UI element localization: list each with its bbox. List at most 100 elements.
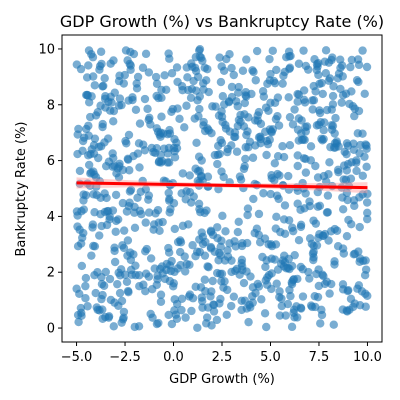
scatter-point — [305, 197, 314, 206]
scatter-point — [125, 59, 134, 69]
scatter-point — [218, 92, 228, 101]
scatter-point — [327, 105, 336, 114]
scatter-point — [213, 150, 223, 160]
scatter-point — [358, 190, 367, 199]
scatter-point — [146, 120, 155, 129]
scatter-point — [262, 150, 271, 160]
scatter-point — [231, 242, 240, 251]
scatter-point — [328, 121, 338, 131]
scatter-point — [106, 59, 115, 68]
scatter-point — [88, 72, 98, 81]
scatter-point — [119, 226, 129, 235]
scatter-point — [269, 76, 279, 86]
scatter-point — [278, 142, 287, 151]
scatter-point — [130, 223, 140, 233]
scatter-point — [267, 254, 276, 263]
scatter-point — [244, 113, 253, 122]
scatter-point — [294, 236, 304, 245]
scatter-point — [191, 282, 200, 292]
scatter-point — [347, 87, 356, 96]
scatter-point — [160, 71, 169, 80]
scatter-point — [293, 161, 302, 171]
scatter-point — [105, 274, 115, 284]
scatter-point — [169, 279, 179, 288]
scatter-point — [300, 98, 310, 107]
scatter-point — [272, 279, 281, 288]
scatter-point — [158, 217, 167, 227]
scatter-point — [271, 240, 281, 249]
scatter-point — [235, 270, 244, 279]
scatter-point — [346, 294, 356, 304]
scatter-point — [84, 131, 93, 140]
scatter-point — [206, 244, 216, 253]
scatter-point — [141, 286, 150, 296]
scatter-point — [223, 147, 232, 157]
scatter-point — [175, 114, 184, 124]
scatter-point — [217, 62, 226, 71]
scatter-point — [223, 285, 232, 295]
scatter-point — [347, 55, 357, 65]
scatter-point — [129, 49, 139, 59]
scatter-point — [185, 260, 194, 269]
scatter-point — [352, 76, 362, 85]
scatter-point — [204, 126, 213, 135]
scatter-point — [305, 234, 315, 243]
scatter-point — [130, 208, 139, 217]
scatter-point — [216, 77, 226, 87]
scatter-point — [200, 275, 209, 284]
scatter-point — [266, 189, 275, 199]
scatter-point — [319, 231, 328, 241]
scatter-point — [146, 254, 156, 263]
scatter-point — [104, 157, 114, 166]
scatter-point — [296, 304, 306, 313]
scatter-point — [186, 93, 196, 103]
scatter-point — [141, 185, 151, 194]
scatter-point — [271, 114, 281, 124]
scatter-point — [157, 93, 166, 103]
scatter-point — [299, 86, 309, 95]
scatter-point — [103, 134, 113, 143]
scatter-point — [200, 63, 209, 72]
scatter-point — [219, 172, 228, 182]
x-axis-label: GDP Growth (%) — [169, 372, 275, 387]
scatter-point — [254, 209, 264, 219]
scatter-point — [151, 72, 161, 82]
scatter-point — [306, 142, 316, 151]
scatter-point — [238, 66, 248, 75]
scatter-point — [84, 121, 93, 130]
scatter-point — [196, 172, 206, 181]
scatter-point — [83, 302, 92, 311]
scatter-point — [118, 315, 128, 324]
scatter-point — [192, 138, 201, 147]
scatter-point — [77, 261, 87, 271]
scatter-point — [194, 112, 203, 121]
scatter-point — [237, 296, 246, 305]
scatter-point — [181, 267, 190, 276]
scatter-point — [235, 172, 245, 181]
scatter-point — [306, 301, 316, 310]
scatter-point — [125, 166, 134, 175]
scatter-point — [305, 274, 314, 283]
scatter-point — [220, 277, 229, 286]
scatter-point — [198, 296, 207, 306]
scatter-point — [165, 54, 174, 63]
scatter-point — [320, 118, 329, 127]
scatter-point — [346, 62, 355, 72]
scatter-point — [243, 210, 252, 220]
scatter-point — [203, 262, 212, 271]
scatter-point — [199, 117, 208, 127]
scatter-point — [216, 294, 225, 304]
y-tick-label: 8 — [47, 98, 55, 113]
scatter-point — [227, 301, 236, 311]
scatter-point — [92, 190, 101, 200]
scatter-point — [311, 219, 321, 228]
scatter-point — [232, 147, 242, 156]
scatter-point — [273, 152, 283, 161]
scatter-point — [144, 272, 154, 281]
scatter-point — [113, 279, 122, 289]
scatter-point — [95, 61, 105, 71]
scatter-point — [213, 159, 222, 169]
scatter-point — [285, 140, 295, 150]
scatter-point — [302, 122, 312, 131]
scatter-point — [301, 154, 310, 164]
